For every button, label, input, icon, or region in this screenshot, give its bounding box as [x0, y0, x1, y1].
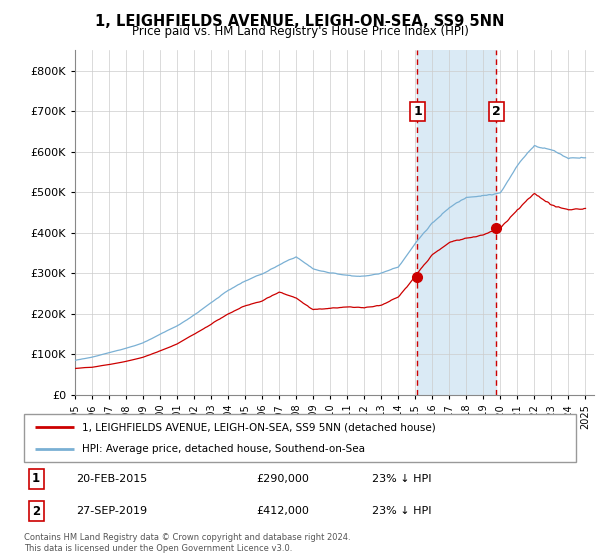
FancyBboxPatch shape — [24, 414, 576, 462]
Text: HPI: Average price, detached house, Southend-on-Sea: HPI: Average price, detached house, Sout… — [82, 444, 365, 454]
Text: £412,000: £412,000 — [256, 506, 309, 516]
Text: 27-SEP-2019: 27-SEP-2019 — [76, 506, 148, 516]
Text: 23% ↓ HPI: 23% ↓ HPI — [372, 474, 431, 484]
Bar — [418, 50, 496, 395]
Text: 1: 1 — [32, 473, 40, 486]
Text: 2: 2 — [492, 105, 500, 118]
Text: 23% ↓ HPI: 23% ↓ HPI — [372, 506, 431, 516]
Text: Contains HM Land Registry data © Crown copyright and database right 2024.
This d: Contains HM Land Registry data © Crown c… — [24, 533, 350, 553]
Text: 20-FEB-2015: 20-FEB-2015 — [76, 474, 148, 484]
Text: 2: 2 — [32, 505, 40, 517]
Text: £290,000: £290,000 — [256, 474, 309, 484]
Text: 1, LEIGHFIELDS AVENUE, LEIGH-ON-SEA, SS9 5NN: 1, LEIGHFIELDS AVENUE, LEIGH-ON-SEA, SS9… — [95, 14, 505, 29]
Text: 1: 1 — [413, 105, 422, 118]
Text: Price paid vs. HM Land Registry's House Price Index (HPI): Price paid vs. HM Land Registry's House … — [131, 25, 469, 38]
Text: 1, LEIGHFIELDS AVENUE, LEIGH-ON-SEA, SS9 5NN (detached house): 1, LEIGHFIELDS AVENUE, LEIGH-ON-SEA, SS9… — [82, 422, 436, 432]
